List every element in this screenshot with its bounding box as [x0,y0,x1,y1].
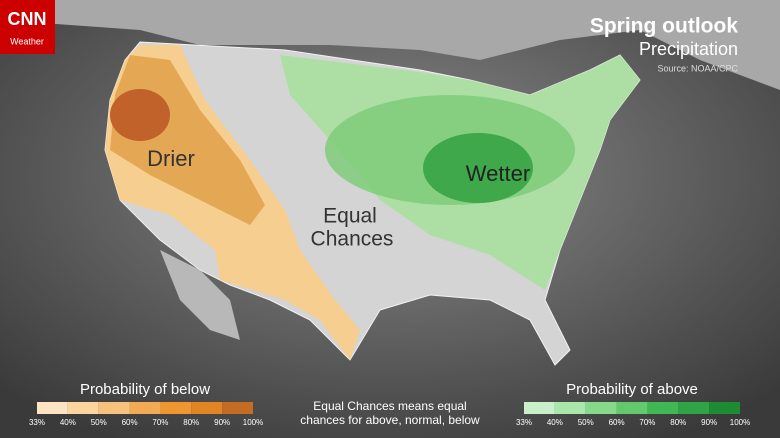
legend-title: Probability of below [80,381,210,398]
mexico [160,250,240,340]
legend-tick: 33% [29,418,45,427]
legend-tick: 60% [122,418,138,427]
legend-swatch [191,402,223,414]
legend-swatch [709,402,740,414]
legend-tick: 90% [214,418,230,427]
legend-swatch [67,402,99,414]
title: Spring outlook [590,15,738,38]
legend-tick: 60% [609,418,625,427]
region-label: Wetter [466,161,530,186]
region-label: Drier [147,146,195,171]
legend-tick: 50% [91,418,107,427]
logo-brand: CNN [8,9,47,29]
legend-swatch [160,402,192,414]
legend-swatch [554,402,586,414]
legend-tick: 50% [578,418,594,427]
legend-tick: 40% [547,418,563,427]
drier-core [110,89,170,141]
legend-tick: 90% [701,418,717,427]
legend-swatch [616,402,648,414]
legend-swatch [129,402,161,414]
legend-swatch [647,402,679,414]
legend-tick: 80% [670,418,686,427]
legend-swatch [524,402,555,414]
subtitle: Precipitation [639,39,738,59]
legend-swatch [222,402,253,414]
legend-tick: 40% [60,418,76,427]
legend-tick: 100% [243,418,263,427]
logo-box [0,0,55,54]
region-label: Equal [323,205,377,228]
note: Equal Chances means equal [313,399,466,413]
legend-swatch [98,402,130,414]
region-label: Chances [311,228,394,251]
legend-tick: 70% [152,418,168,427]
logo-section: Weather [10,36,44,46]
legend-title: Probability of above [566,381,698,398]
canada [0,0,780,90]
legend-tick: 70% [639,418,655,427]
legend-tick: 33% [516,418,532,427]
legend-tick: 80% [183,418,199,427]
legend-tick: 100% [730,418,750,427]
legend-swatch [678,402,710,414]
source: Source: NOAA/CPC [657,63,738,73]
legend-swatch [37,402,68,414]
note: chances for above, normal, below [300,413,480,427]
wetter-core [423,133,533,203]
legend-swatch [585,402,617,414]
